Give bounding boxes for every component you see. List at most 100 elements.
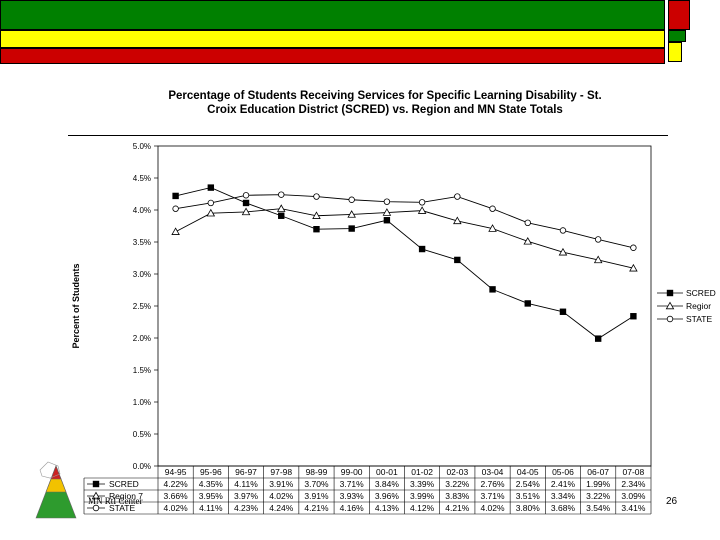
x-tick-label: 95-96 [200, 467, 222, 477]
point-state [313, 193, 320, 200]
data-label-state: 3.41% [621, 503, 646, 513]
table-row-label-region: Region 7 [109, 491, 143, 501]
data-label-state: 4.02% [164, 503, 189, 513]
data-label-state: 4.02% [480, 503, 505, 513]
legend-marker-state [666, 315, 674, 323]
point-state [348, 196, 355, 203]
y-tick-label: 2.0% [133, 334, 151, 343]
data-label-scred: 3.84% [375, 479, 400, 489]
header-red-band [0, 48, 665, 64]
point-scred [559, 308, 567, 315]
point-state [172, 205, 179, 212]
y-tick-label: 0.0% [133, 462, 151, 471]
data-label-scred: 2.76% [480, 479, 505, 489]
point-region [241, 207, 251, 216]
x-tick-label: 98-99 [306, 467, 328, 477]
corner-red-square [668, 0, 690, 30]
point-state [630, 244, 637, 251]
data-label-region: 3.95% [199, 491, 224, 501]
data-label-region: 3.99% [410, 491, 435, 501]
point-state [278, 191, 285, 198]
x-tick-label: 06-07 [587, 467, 609, 477]
data-label-state: 4.12% [410, 503, 435, 513]
data-label-scred: 3.22% [445, 479, 470, 489]
x-tick-label: 96-97 [235, 467, 257, 477]
data-label-region: 3.34% [551, 491, 576, 501]
point-region [312, 211, 321, 219]
data-label-scred: 2.41% [551, 479, 576, 489]
table-key-marker-state [92, 504, 100, 512]
series-line-scred [175, 187, 634, 340]
point-state [383, 198, 391, 205]
data-label-scred: 2.34% [621, 479, 646, 489]
y-tick-label: 5.0% [133, 142, 151, 151]
data-label-region: 3.97% [234, 491, 259, 501]
y-axis-label: Percent of Students [71, 263, 81, 348]
point-region [171, 227, 180, 235]
x-tick-label: 01-02 [411, 467, 433, 477]
series-line-state [175, 194, 634, 249]
data-label-scred: 2.54% [516, 479, 541, 489]
x-tick-label: 00-01 [376, 467, 398, 477]
point-scred [242, 199, 250, 207]
data-label-region: 3.91% [304, 491, 329, 501]
data-label-scred: 3.70% [304, 479, 329, 489]
data-label-region: 3.71% [480, 491, 505, 501]
y-tick-label: 4.5% [133, 174, 151, 183]
data-label-scred: 4.35% [199, 479, 224, 489]
table-row-label-scred: SCRED [109, 479, 139, 489]
legend-marker-scred [666, 289, 674, 297]
point-region [488, 224, 497, 232]
data-label-state: 4.21% [445, 503, 470, 513]
series-lines [175, 187, 634, 340]
point-scred [207, 184, 215, 191]
data-label-region: 3.66% [164, 491, 189, 501]
data-label-state: 4.16% [340, 503, 365, 513]
x-tick-label: 05-06 [552, 467, 574, 477]
data-label-region: 3.51% [516, 491, 541, 501]
mn-rti-logo [35, 461, 77, 519]
x-tick-label: 94-95 [165, 467, 187, 477]
data-label-scred: 3.91% [269, 479, 294, 489]
data-label-scred: 4.22% [164, 479, 189, 489]
data-label-region: 3.22% [586, 491, 611, 501]
point-state [559, 227, 567, 234]
legend-label-scred: SCRED [686, 288, 716, 298]
point-state [242, 192, 250, 199]
point-scred [524, 300, 531, 307]
data-label-state: 3.68% [551, 503, 576, 513]
point-region [347, 210, 356, 218]
table-key-marker-scred [92, 480, 100, 488]
chart-title-line-1: Percentage of Students Receiving Service… [168, 90, 602, 102]
series-line-region [175, 208, 634, 269]
point-scred [348, 225, 355, 232]
header-green-band [0, 0, 665, 30]
data-label-state: 4.21% [304, 503, 329, 513]
point-scred [172, 192, 179, 200]
data-label-scred: 3.71% [340, 479, 365, 489]
point-region [629, 263, 638, 272]
data-label-state: 3.80% [516, 503, 541, 513]
plot-area [157, 145, 652, 467]
point-state [524, 219, 531, 226]
data-label-state: 3.54% [586, 503, 611, 513]
page-number: 26 [666, 496, 678, 507]
legend-label-region: Regior [686, 301, 711, 311]
legend: SCRED Regior STATE [657, 288, 716, 324]
point-scred [630, 313, 637, 320]
corner-yellow-square [668, 42, 682, 62]
data-label-region: 3.96% [375, 491, 400, 501]
x-tick-label: 04-05 [517, 467, 539, 477]
data-label-region: 3.83% [445, 491, 470, 501]
point-state [418, 199, 426, 206]
y-tick-label: 0.5% [133, 430, 151, 439]
x-tick-label: 07-08 [623, 467, 645, 477]
point-region [523, 236, 533, 245]
y-tick-label: 3.5% [133, 238, 151, 247]
data-label-scred: 3.39% [410, 479, 435, 489]
point-region [453, 216, 462, 225]
data-table: 94-95 95-96 96-97 97-98 98-99 99-00 00-01 01-02… [83, 465, 652, 515]
y-tick-label: 1.0% [133, 398, 151, 407]
y-tick-label: 4.0% [133, 206, 151, 215]
